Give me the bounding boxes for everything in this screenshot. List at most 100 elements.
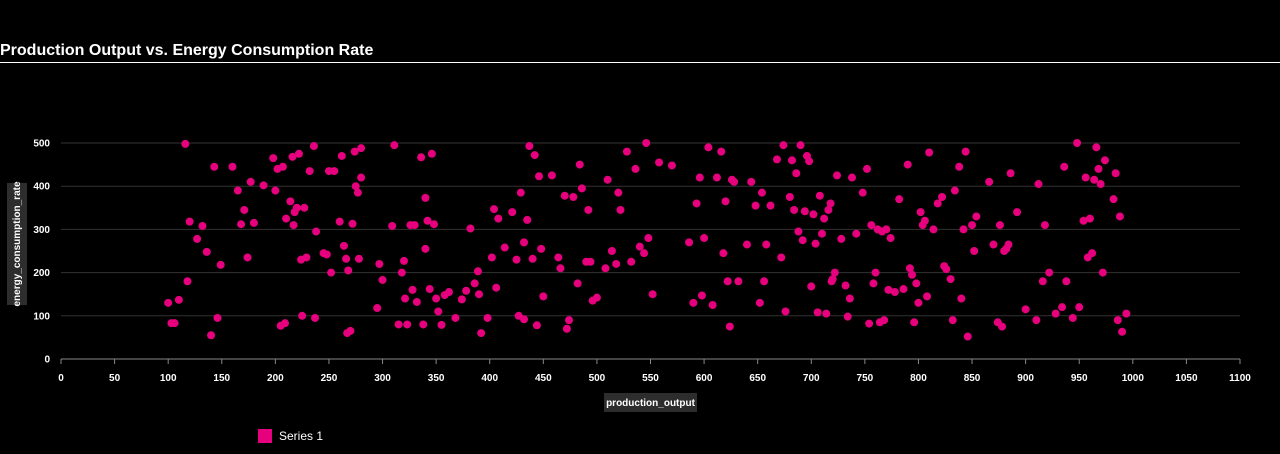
data-point [207,331,216,340]
data-point [354,254,363,263]
data-point [938,193,947,201]
data-point [723,277,732,286]
data-point [1109,195,1118,204]
data-point [712,173,721,182]
gridlines [61,142,1240,317]
data-point [417,153,426,162]
data-point [271,186,280,195]
data-point [281,319,290,328]
data-point [425,285,434,294]
data-point [1032,316,1041,325]
data-point [298,311,307,320]
data-point [708,301,717,309]
data-point [554,253,563,262]
data-point [787,156,796,165]
data-point [1058,303,1067,312]
data-point [867,221,876,230]
data-point [858,188,867,197]
data-point [1079,216,1088,225]
data-point [794,227,803,236]
data-point [388,221,397,230]
data-point [635,242,644,251]
data-point [444,288,453,297]
data-point [985,177,994,186]
data-point [845,294,854,303]
data-point [337,151,346,160]
x-tick-label: 950 [1071,373,1088,384]
data-point [607,247,616,255]
x-tick-label: 1100 [1229,373,1251,384]
data-point [350,147,359,156]
data-point [989,240,998,249]
data-point [751,201,760,210]
data-point [353,188,362,197]
data-point [1088,249,1097,258]
data-point [970,247,979,255]
data-point [1092,143,1101,152]
data-point [627,257,636,266]
data-point [601,264,610,273]
chart-title: Production Output vs. Energy Consumption… [0,42,374,59]
data-point [998,322,1007,331]
x-tick-label: 400 [481,373,498,384]
y-axis: 0 100 200 300 400 500 [33,139,50,366]
data-point [1094,164,1103,173]
data-point [779,141,788,150]
data-point [852,229,861,238]
data-point [423,216,432,225]
data-point [923,292,932,301]
data-point [742,240,751,249]
data-point [747,177,756,186]
data-point [181,139,190,148]
data-point [228,162,237,171]
data-point [968,221,977,230]
data-point [890,288,899,297]
data-point [1075,303,1084,312]
data-point [841,281,850,290]
data-point [183,277,192,286]
data-point [1021,305,1030,314]
data-point [525,142,534,151]
data-point [832,171,841,180]
x-tick-label: 200 [267,373,284,384]
data-point [905,264,914,273]
x-axis-title-box [604,393,697,412]
data-point [427,149,436,158]
data-point [640,249,649,258]
data-point [457,295,466,304]
data-point [1098,268,1107,277]
data-point [451,313,460,322]
data-point [725,322,734,331]
data-point [429,220,438,229]
data-point [378,275,387,284]
data-point [322,250,331,259]
data-point [537,244,546,253]
data-point [815,191,824,200]
data-point [895,195,904,204]
data-point [912,279,921,288]
data-point [584,205,593,214]
data-point [880,316,889,325]
data-point [432,294,441,303]
data-point [300,203,309,212]
data-point [817,229,826,238]
data-point [475,290,484,299]
data-point [1073,139,1082,147]
data-point [410,221,419,230]
data-point [419,320,428,329]
data-point [830,268,839,277]
data-point [813,308,822,317]
data-point [346,326,355,335]
data-point [462,286,471,295]
data-point [483,313,492,322]
data-point [1115,212,1124,221]
data-point [603,175,612,184]
data-point [734,277,743,286]
data-point [164,298,173,307]
data-point [434,307,443,316]
x-tick-label: 150 [213,373,230,384]
data-point [1085,214,1094,223]
data-point [914,298,923,307]
data-point [805,157,814,166]
data-point [532,321,541,330]
